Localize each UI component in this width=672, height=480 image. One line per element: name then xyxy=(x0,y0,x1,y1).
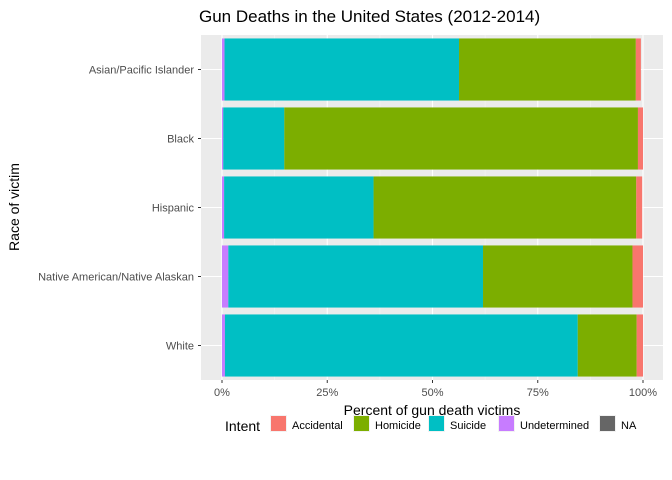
bar-segment xyxy=(284,107,638,170)
legend-title: Intent xyxy=(225,418,260,434)
bar-segment xyxy=(632,245,643,308)
bar-segment xyxy=(459,38,636,101)
legend-swatch xyxy=(429,416,444,431)
y-axis: Asian/Pacific Islander Black Hispanic Nativ… xyxy=(38,65,201,353)
bar-segment xyxy=(222,176,225,239)
legend-label: NA xyxy=(621,420,637,432)
bar-segment xyxy=(222,314,225,377)
bar-segment xyxy=(373,176,637,239)
bar-segment xyxy=(224,38,460,101)
y-tick-label: Black xyxy=(167,134,194,146)
legend-label: Accidental xyxy=(292,420,343,432)
legend-swatch xyxy=(354,416,369,431)
legend-label: Undetermined xyxy=(520,420,589,432)
x-tick-label: 50% xyxy=(421,387,443,399)
y-tick-label: Asian/Pacific Islander xyxy=(89,65,194,77)
bar-segment xyxy=(577,314,637,377)
x-tick-label: 100% xyxy=(629,387,657,399)
y-tick-label: Native American/Native Alaskan xyxy=(38,272,194,284)
x-axis-title: Percent of gun death victims xyxy=(344,402,521,418)
bar-segment xyxy=(222,107,224,170)
y-axis-title: Race of victim xyxy=(6,163,22,251)
legend-swatch xyxy=(600,416,615,431)
x-tick-label: 75% xyxy=(527,387,549,399)
bar-segment xyxy=(222,38,225,101)
bar-segment xyxy=(224,314,578,377)
bar-segment xyxy=(223,107,285,170)
legend-swatch xyxy=(499,416,514,431)
bar-segment xyxy=(483,245,633,308)
bar-segment xyxy=(636,314,643,377)
x-tick-label: 0% xyxy=(214,387,230,399)
bar-segment xyxy=(228,245,484,308)
legend: Intent Accidental Homicide Suicide Undeterm… xyxy=(225,415,637,434)
legend-swatch xyxy=(271,416,286,431)
legend-label: Suicide xyxy=(450,420,486,432)
y-tick-label: White xyxy=(166,341,194,353)
bar-segment xyxy=(636,176,643,239)
legend-label: Homicide xyxy=(375,420,421,432)
x-axis: 0% 25% 50% 75% 100% xyxy=(214,380,657,399)
chart-title: Gun Deaths in the United States (2012-20… xyxy=(199,7,540,26)
bars xyxy=(222,38,643,377)
bar-segment xyxy=(222,245,229,308)
bar-segment xyxy=(637,107,643,170)
x-tick-label: 25% xyxy=(316,387,338,399)
bar-segment xyxy=(224,176,374,239)
bar-segment xyxy=(635,38,641,101)
y-tick-label: Hispanic xyxy=(152,203,195,215)
